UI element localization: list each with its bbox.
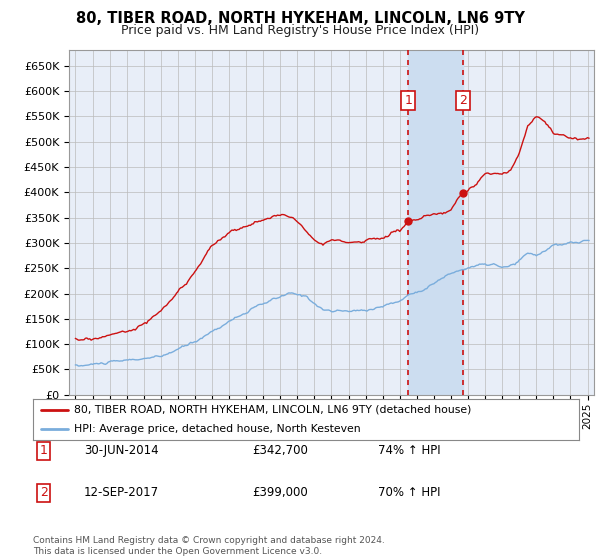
Text: 1: 1	[40, 444, 48, 458]
Text: Price paid vs. HM Land Registry's House Price Index (HPI): Price paid vs. HM Land Registry's House …	[121, 24, 479, 36]
Text: £342,700: £342,700	[252, 444, 308, 458]
Text: 1: 1	[404, 94, 412, 107]
Text: 2: 2	[40, 486, 48, 500]
Text: £399,000: £399,000	[252, 486, 308, 500]
Text: 30-JUN-2014: 30-JUN-2014	[84, 444, 158, 458]
Text: 12-SEP-2017: 12-SEP-2017	[84, 486, 159, 500]
Text: HPI: Average price, detached house, North Kesteven: HPI: Average price, detached house, Nort…	[74, 423, 361, 433]
Text: 74% ↑ HPI: 74% ↑ HPI	[378, 444, 440, 458]
Text: 70% ↑ HPI: 70% ↑ HPI	[378, 486, 440, 500]
Text: 80, TIBER ROAD, NORTH HYKEHAM, LINCOLN, LN6 9TY: 80, TIBER ROAD, NORTH HYKEHAM, LINCOLN, …	[76, 11, 524, 26]
Text: 80, TIBER ROAD, NORTH HYKEHAM, LINCOLN, LN6 9TY (detached house): 80, TIBER ROAD, NORTH HYKEHAM, LINCOLN, …	[74, 405, 472, 415]
Text: 2: 2	[460, 94, 467, 107]
Text: Contains HM Land Registry data © Crown copyright and database right 2024.
This d: Contains HM Land Registry data © Crown c…	[33, 536, 385, 556]
Bar	[409, 50, 463, 395]
